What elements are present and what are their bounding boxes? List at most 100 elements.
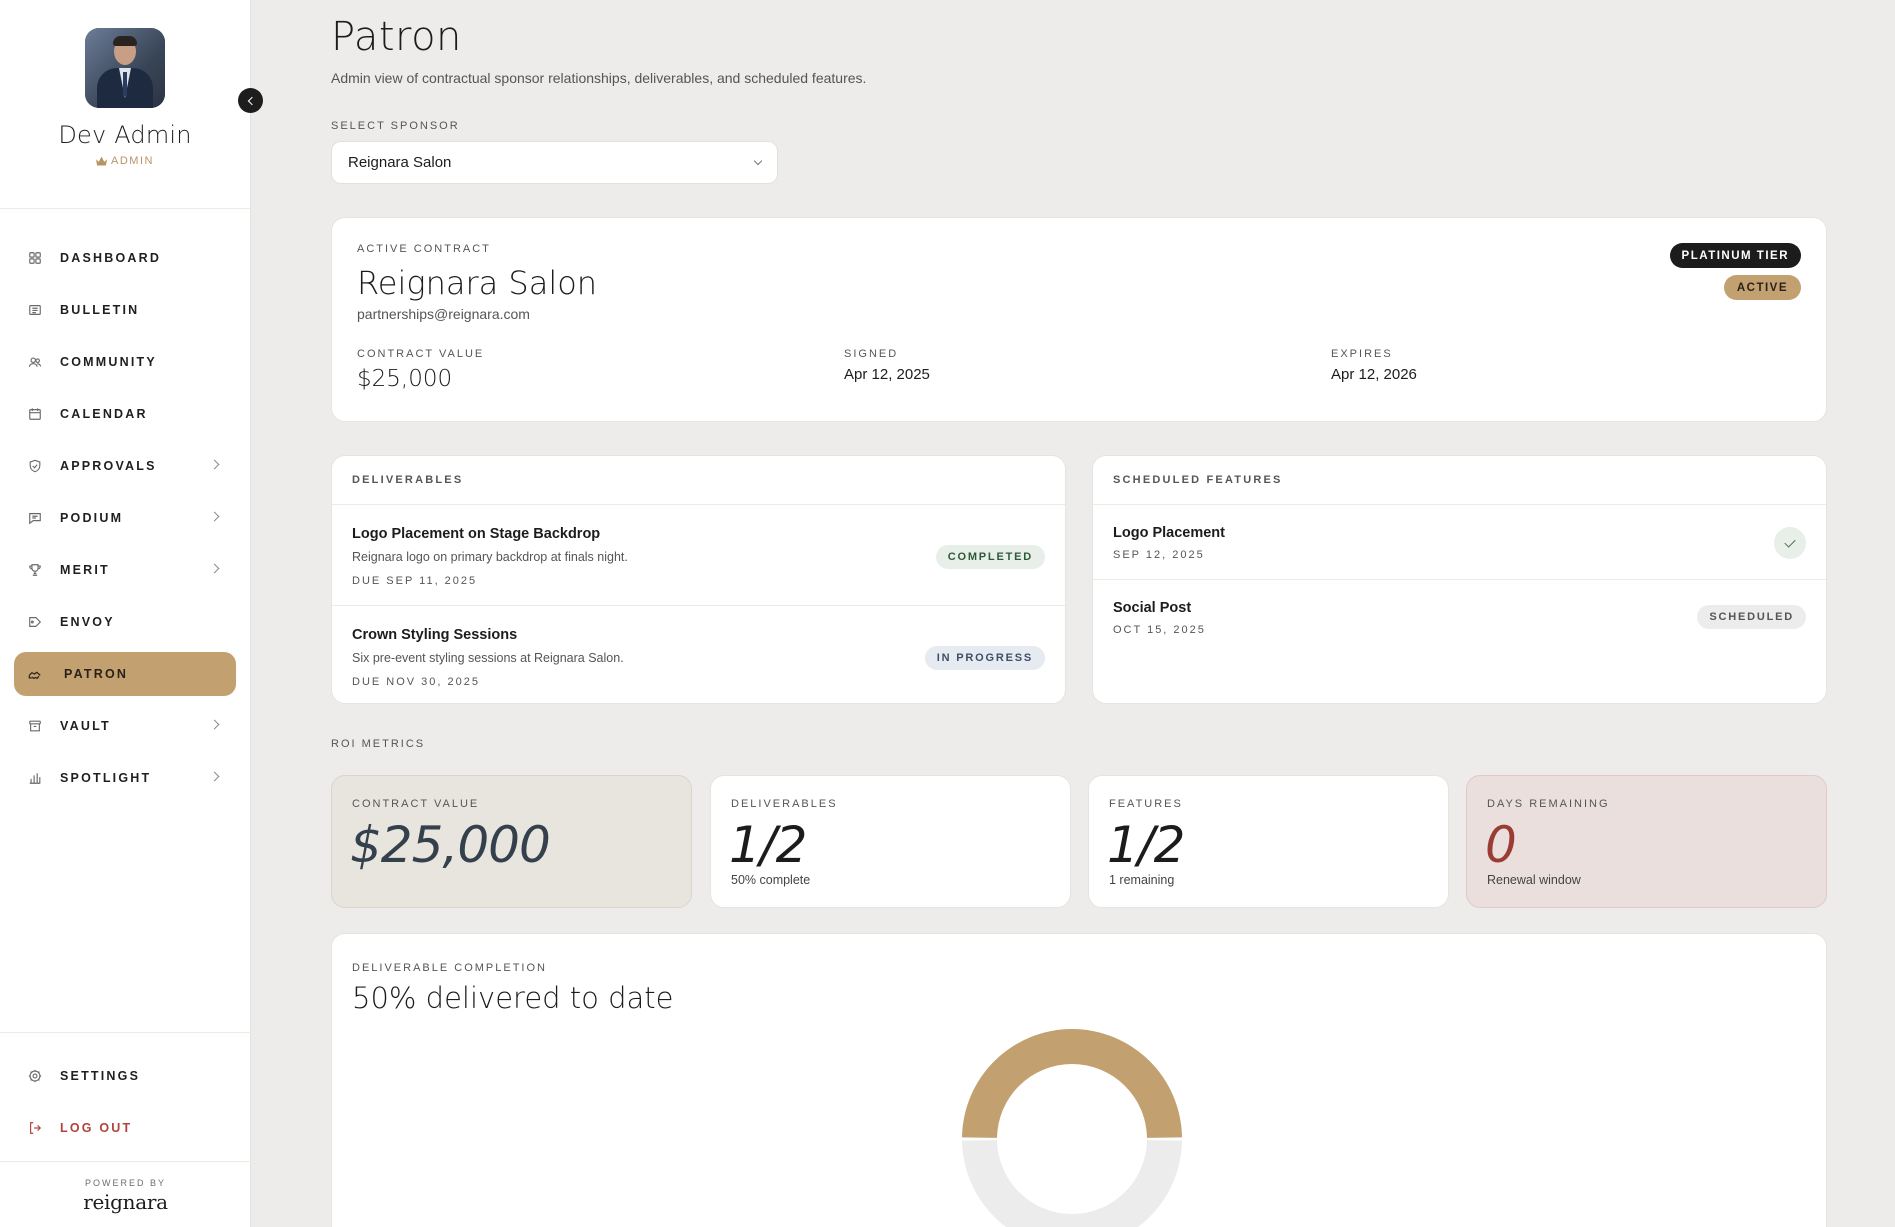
metric-value: 1/2	[1107, 816, 1185, 874]
completion-title: 50% delivered to date	[352, 981, 674, 1015]
sidebar-item-label: SETTINGS	[60, 1069, 141, 1083]
deliverable-status-badge: IN PROGRESS	[924, 646, 1045, 670]
sidebar-item-label: ENVOY	[60, 615, 115, 629]
feature-title: Social Post	[1113, 600, 1192, 616]
check-icon	[1774, 527, 1806, 559]
deliverable-due-date: DUE SEP 11, 2025	[352, 575, 478, 587]
page-subtitle: Admin view of contractual sponsor relati…	[331, 70, 867, 86]
metric-subtext: 1 remaining	[1109, 873, 1175, 887]
completed-slice	[962, 1029, 1182, 1138]
deliverables-heading: DELIVERABLES	[352, 474, 464, 486]
archive-icon	[28, 719, 42, 733]
sidebar-item-merit[interactable]: MERIT	[14, 548, 236, 592]
feature-row[interactable]: Social Post OCT 15, 2025 SCHEDULED	[1093, 580, 1826, 655]
metric-value: 0	[1485, 816, 1517, 874]
sidebar-item-community[interactable]: COMMUNITY	[14, 340, 236, 384]
bar-chart-icon	[28, 771, 42, 785]
crown-icon	[96, 156, 108, 166]
metric-card-days-remaining: DAYS REMAINING 0 Renewal window	[1466, 775, 1827, 908]
tier-badge: PLATINUM TIER	[1669, 243, 1801, 268]
chevron-right-icon[interactable]	[209, 563, 220, 574]
sidebar-item-label: PATRON	[64, 667, 129, 681]
contract-eyebrow: ACTIVE CONTRACT	[357, 243, 491, 255]
trophy-icon	[28, 563, 42, 577]
chevron-right-icon[interactable]	[209, 459, 220, 470]
sidebar-item-settings[interactable]: SETTINGS	[14, 1054, 237, 1098]
sidebar-item-spotlight[interactable]: SPOTLIGHT	[14, 756, 236, 800]
metric-label: CONTRACT VALUE	[352, 798, 480, 810]
sidebar-item-dashboard[interactable]: DASHBOARD	[14, 236, 236, 280]
sponsor-select[interactable]: Reignara Salon	[331, 141, 778, 184]
contract-value-block: CONTRACT VALUE $25,000	[357, 348, 484, 392]
remaining-slice	[962, 1140, 1182, 1227]
avatar[interactable]	[85, 28, 165, 108]
sidebar-item-label: MERIT	[60, 563, 110, 577]
sidebar-item-label: SPOTLIGHT	[60, 771, 152, 785]
expires-block: EXPIRES Apr 12, 2026	[1331, 348, 1417, 383]
deliverable-description: Six pre-event styling sessions at Reigna…	[352, 651, 624, 665]
deliverable-row[interactable]: Crown Styling Sessions Six pre-event styl…	[332, 606, 1065, 703]
expires-date: Apr 12, 2026	[1331, 366, 1417, 383]
deliverables-card: DELIVERABLES Logo Placement on Stage Bac…	[331, 455, 1066, 704]
deliverables-list: Logo Placement on Stage Backdrop Reignara…	[332, 505, 1065, 703]
sidebar-item-label: BULLETIN	[60, 303, 140, 317]
signed-date: Apr 12, 2025	[844, 366, 930, 383]
metric-subtext: Renewal window	[1487, 873, 1581, 887]
completion-donut-chart	[962, 1029, 1182, 1227]
deliverable-due-date: DUE NOV 30, 2025	[352, 676, 480, 688]
sidebar-item-calendar[interactable]: CALENDAR	[14, 392, 236, 436]
collapse-sidebar-button[interactable]	[238, 88, 263, 113]
chevron-right-icon[interactable]	[209, 771, 220, 782]
metric-value: $25,000	[350, 816, 551, 874]
scheduled-features-card: SCHEDULED FEATURES Logo Placement SEP 12,…	[1092, 455, 1827, 704]
sidebar-nav: DASHBOARD BULLETIN COMMUNITY CALENDAR APPROV…	[0, 209, 250, 800]
gear-icon	[28, 1069, 42, 1083]
metric-value: 1/2	[729, 816, 807, 874]
deliverable-title: Crown Styling Sessions	[352, 627, 518, 643]
tag-icon	[28, 615, 42, 629]
sidebar-item-label: LOG OUT	[60, 1121, 133, 1135]
sidebar-item-label: CALENDAR	[60, 407, 148, 421]
deliverable-row[interactable]: Logo Placement on Stage Backdrop Reignara…	[332, 505, 1065, 606]
signed-block: SIGNED Apr 12, 2025	[844, 348, 930, 383]
grid-icon	[28, 251, 42, 265]
sidebar-item-vault[interactable]: VAULT	[14, 704, 236, 748]
powered-by-label: POWERED BY	[84, 1178, 166, 1188]
active-contract-card: ACTIVE CONTRACT Reignara Salon partnersh…	[331, 217, 1827, 422]
sidebar-item-podium[interactable]: PODIUM	[14, 496, 236, 540]
chevron-right-icon[interactable]	[209, 719, 220, 730]
contract-value-label: CONTRACT VALUE	[357, 348, 485, 360]
chevron-right-icon[interactable]	[209, 511, 220, 522]
profile-section: Dev Admin ADMIN	[0, 0, 250, 209]
sidebar-item-bulletin[interactable]: BULLETIN	[14, 288, 236, 332]
sponsor-select-value: Reignara Salon	[348, 154, 452, 171]
select-sponsor-label: SELECT SPONSOR	[331, 120, 460, 132]
sidebar-item-label: COMMUNITY	[60, 355, 157, 369]
features-list: Logo Placement SEP 12, 2025 Social Post OCT…	[1093, 505, 1826, 655]
metric-label: FEATURES	[1109, 798, 1183, 810]
deliverables-header: DELIVERABLES	[332, 456, 1065, 505]
sidebar: Dev Admin ADMIN DASHBOARD BULLETIN COMMUNI…	[0, 0, 251, 1227]
roi-metrics-label: ROI METRICS	[331, 738, 426, 750]
features-heading: SCHEDULED FEATURES	[1113, 474, 1283, 486]
contract-sponsor-name: Reignara Salon	[357, 264, 598, 302]
contract-value: $25,000	[357, 366, 453, 392]
profile-role: ADMIN	[96, 155, 154, 167]
users-icon	[28, 355, 42, 369]
sidebar-item-approvals[interactable]: APPROVALS	[14, 444, 236, 488]
sidebar-item-patron[interactable]: PATRON	[14, 652, 236, 696]
deliverable-description: Reignara logo on primary backdrop at fin…	[352, 550, 628, 564]
sidebar-item-envoy[interactable]: ENVOY	[14, 600, 236, 644]
features-header: SCHEDULED FEATURES	[1093, 456, 1826, 505]
deliverable-completion-card: DELIVERABLE COMPLETION 50% delivered to …	[331, 933, 1827, 1227]
role-label: ADMIN	[111, 155, 154, 167]
completion-eyebrow: DELIVERABLE COMPLETION	[352, 962, 547, 974]
chevron-left-icon	[247, 96, 257, 105]
powered-by: POWERED BY reignara	[0, 1161, 251, 1227]
sidebar-item-label: APPROVALS	[60, 459, 157, 473]
sidebar-item-label: DASHBOARD	[60, 251, 162, 265]
shield-check-icon	[28, 459, 42, 473]
feature-row[interactable]: Logo Placement SEP 12, 2025	[1093, 505, 1826, 580]
deliverable-status-badge: COMPLETED	[935, 545, 1045, 569]
sidebar-item-logout[interactable]: LOG OUT	[14, 1106, 237, 1150]
